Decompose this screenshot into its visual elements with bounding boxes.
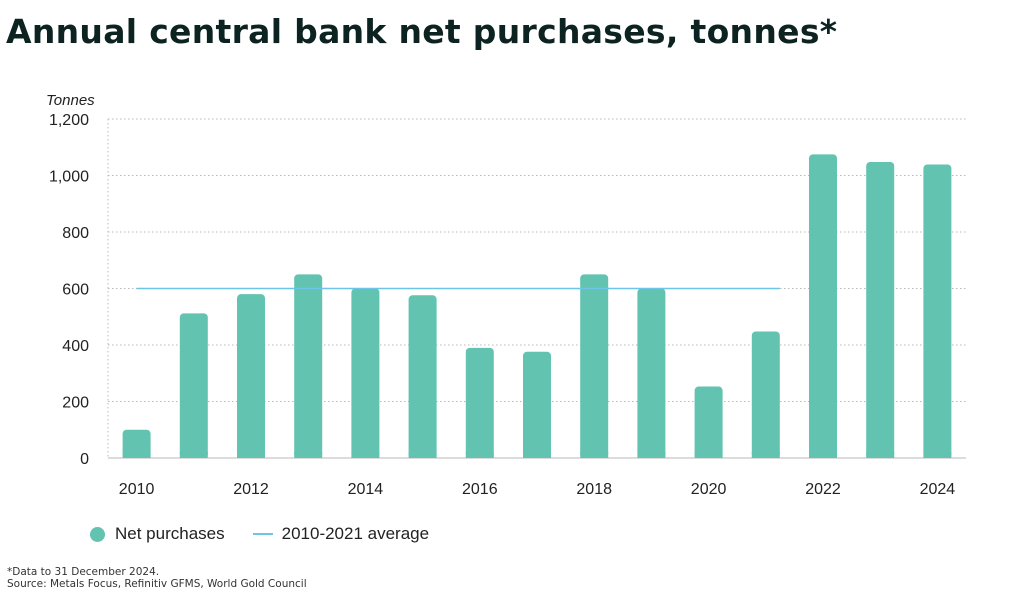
bar-base-2023 <box>866 452 895 458</box>
bar-base-2020 <box>694 452 723 458</box>
legend-label-average: 2010-2021 average <box>281 524 430 543</box>
x-axis-ticks: 2010 2012 2014 2016 2018 2020 2022 2024 <box>119 481 955 498</box>
bar-2022 <box>809 154 837 458</box>
source-note: Source: Metals Focus, Refinitiv GFMS, Wo… <box>7 578 307 590</box>
x-tick-label: 2016 <box>462 481 498 498</box>
notes: *Data to 31 December 2024. Source: Metal… <box>7 566 307 590</box>
x-tick-label: 2018 <box>576 481 612 498</box>
bar-base-2012 <box>237 452 265 458</box>
y-tick-label: 800 <box>62 225 89 242</box>
bar-base-2017 <box>523 452 551 458</box>
bar-base-2021 <box>751 452 780 458</box>
bar-2015 <box>408 295 437 458</box>
bar-2020 <box>694 386 723 458</box>
bar-2017 <box>523 351 551 458</box>
y-tick-label: 200 <box>62 395 89 412</box>
bar-base-2022 <box>809 452 837 458</box>
legend-line-marker <box>252 533 273 535</box>
bar-base-2013 <box>294 452 323 458</box>
bars <box>122 154 952 459</box>
legend-item-average: 2010-2021 average <box>252 524 430 544</box>
y-axis-ticks: 0 200 400 600 800 1,000 1,200 <box>49 112 89 468</box>
x-tick-label: 2014 <box>348 481 384 498</box>
bar-base-2018 <box>580 452 609 458</box>
bar-base-2015 <box>408 452 437 458</box>
chart-title: Annual central bank net purchases, tonne… <box>6 12 838 51</box>
x-tick-label: 2022 <box>805 481 841 498</box>
bar-2024 <box>923 164 952 459</box>
legend-label-net-purchases: Net purchases <box>115 524 225 543</box>
bar-2014 <box>351 288 380 458</box>
y-tick-label: 0 <box>80 451 89 468</box>
legend-item-net-purchases: Net purchases <box>90 524 225 544</box>
bar-2010 <box>122 429 151 458</box>
bar-2021 <box>751 331 780 458</box>
y-tick-label: 400 <box>62 338 89 355</box>
x-tick-label: 2020 <box>691 481 727 498</box>
y-tick-label: 1,200 <box>49 112 89 129</box>
x-tick-label: 2024 <box>920 481 956 498</box>
bar-base-2016 <box>465 452 494 458</box>
bar-base-2011 <box>179 452 208 458</box>
x-tick-label: 2012 <box>233 481 269 498</box>
bar-2012 <box>237 294 265 458</box>
legend-bar-marker <box>90 526 105 542</box>
bar-base-2014 <box>351 452 380 458</box>
bar-2013 <box>294 274 323 458</box>
bar-2018 <box>580 274 609 458</box>
bar-2011 <box>179 313 208 458</box>
y-tick-label: 1,000 <box>49 169 89 186</box>
bar-base-2024 <box>923 452 952 458</box>
x-tick-label: 2010 <box>119 481 155 498</box>
y-axis-label: Tonnes <box>46 92 95 109</box>
bar-base-2010 <box>122 452 151 458</box>
legend: Net purchases 2010-2021 average <box>90 524 457 544</box>
bar-base-2019 <box>637 452 666 458</box>
y-tick-label: 600 <box>62 282 89 299</box>
bar-2016 <box>465 347 494 458</box>
bar-2023 <box>866 161 895 458</box>
bar-2019 <box>637 288 666 458</box>
footnote: *Data to 31 December 2024. <box>7 566 160 578</box>
